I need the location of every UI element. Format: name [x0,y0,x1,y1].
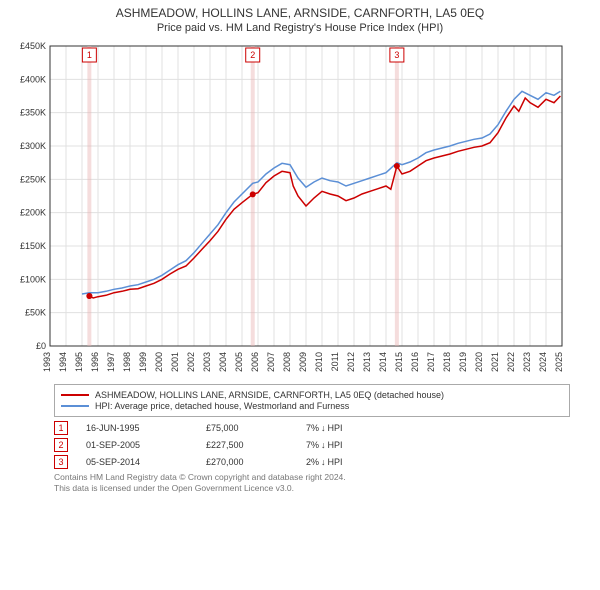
transaction-date: 05-SEP-2014 [86,457,206,467]
transaction-marker: 1 [54,421,68,435]
legend-row: ASHMEADOW, HOLLINS LANE, ARNSIDE, CARNFO… [61,390,563,400]
page: ASHMEADOW, HOLLINS LANE, ARNSIDE, CARNFO… [0,0,600,590]
svg-text:1996: 1996 [90,352,100,372]
svg-text:2004: 2004 [218,352,228,372]
footer-line-2: This data is licensed under the Open Gov… [54,483,570,494]
chart: £0 £50K £100K £150K £200K £250K £300K £350K £400… [10,38,590,378]
transaction-row: 2 01-SEP-2005£227,5007%↓HPI [54,438,570,452]
diff-percent: 7% [306,440,319,450]
svg-text:£200K: £200K [20,208,46,218]
transaction-price: £270,000 [206,457,306,467]
svg-text:£0: £0 [36,341,46,351]
svg-text:2013: 2013 [362,352,372,372]
svg-text:2010: 2010 [314,352,324,372]
transaction-marker: 2 [54,438,68,452]
svg-text:2008: 2008 [282,352,292,372]
footer: Contains HM Land Registry data © Crown c… [54,472,570,493]
svg-text:1997: 1997 [106,352,116,372]
svg-text:2014: 2014 [378,352,388,372]
svg-text:2009: 2009 [298,352,308,372]
svg-text:2001: 2001 [170,352,180,372]
svg-text:2015: 2015 [394,352,404,372]
svg-text:1995: 1995 [74,352,84,372]
svg-text:1999: 1999 [138,352,148,372]
svg-text:£450K: £450K [20,41,46,51]
transaction-marker: 3 [54,455,68,469]
transaction-price: £75,000 [206,423,306,433]
chart-svg: £0 £50K £100K £150K £200K £250K £300K £350K £400… [10,38,570,378]
svg-text:2005: 2005 [234,352,244,372]
transaction-diff: 2%↓HPI [306,457,426,467]
down-arrow-icon: ↓ [321,457,326,467]
svg-text:£250K: £250K [20,174,46,184]
transactions-table: 116-JUN-1995£75,0007%↓HPI201-SEP-2005£22… [54,421,570,469]
svg-text:2011: 2011 [330,352,340,371]
diff-suffix: HPI [328,423,343,433]
legend: ASHMEADOW, HOLLINS LANE, ARNSIDE, CARNFO… [54,384,570,417]
legend-swatch [61,394,89,396]
legend-swatch [61,405,89,407]
svg-text:2023: 2023 [522,352,532,372]
svg-text:2017: 2017 [426,352,436,372]
svg-text:2019: 2019 [458,352,468,372]
svg-text:2007: 2007 [266,352,276,372]
transaction-date: 16-JUN-1995 [86,423,206,433]
svg-text:1993: 1993 [42,352,52,372]
titles: ASHMEADOW, HOLLINS LANE, ARNSIDE, CARNFO… [10,6,590,34]
down-arrow-icon: ↓ [321,440,326,450]
legend-label: ASHMEADOW, HOLLINS LANE, ARNSIDE, CARNFO… [95,390,444,400]
svg-text:1994: 1994 [58,352,68,372]
svg-text:£400K: £400K [20,74,46,84]
svg-text:£350K: £350K [20,108,46,118]
svg-text:£300K: £300K [20,141,46,151]
svg-text:2012: 2012 [346,352,356,372]
diff-suffix: HPI [328,440,343,450]
down-arrow-icon: ↓ [321,423,326,433]
svg-text:2003: 2003 [202,352,212,372]
svg-text:2025: 2025 [554,352,564,372]
svg-text:2006: 2006 [250,352,260,372]
transaction-diff: 7%↓HPI [306,440,426,450]
svg-text:3: 3 [394,50,399,60]
svg-text:2018: 2018 [442,352,452,372]
chart-subtitle: Price paid vs. HM Land Registry's House … [10,22,590,34]
svg-text:£150K: £150K [20,241,46,251]
legend-row: HPI: Average price, detached house, West… [61,401,563,411]
svg-text:2020: 2020 [474,352,484,372]
transaction-price: £227,500 [206,440,306,450]
svg-text:2002: 2002 [186,352,196,372]
svg-text:2016: 2016 [410,352,420,372]
chart-title: ASHMEADOW, HOLLINS LANE, ARNSIDE, CARNFO… [10,6,590,20]
svg-text:1998: 1998 [122,352,132,372]
svg-text:1: 1 [87,50,92,60]
svg-text:£100K: £100K [20,274,46,284]
diff-percent: 2% [306,457,319,467]
svg-text:2: 2 [250,50,255,60]
transaction-diff: 7%↓HPI [306,423,426,433]
footer-line-1: Contains HM Land Registry data © Crown c… [54,472,570,483]
diff-percent: 7% [306,423,319,433]
diff-suffix: HPI [328,457,343,467]
transaction-date: 01-SEP-2005 [86,440,206,450]
legend-label: HPI: Average price, detached house, West… [95,401,349,411]
transaction-row: 1 16-JUN-1995£75,0007%↓HPI [54,421,570,435]
svg-text:£50K: £50K [25,308,46,318]
svg-text:2022: 2022 [506,352,516,372]
transaction-row: 3 05-SEP-2014£270,0002%↓HPI [54,455,570,469]
svg-text:2021: 2021 [490,352,500,372]
svg-text:2000: 2000 [154,352,164,372]
svg-text:2024: 2024 [538,352,548,372]
